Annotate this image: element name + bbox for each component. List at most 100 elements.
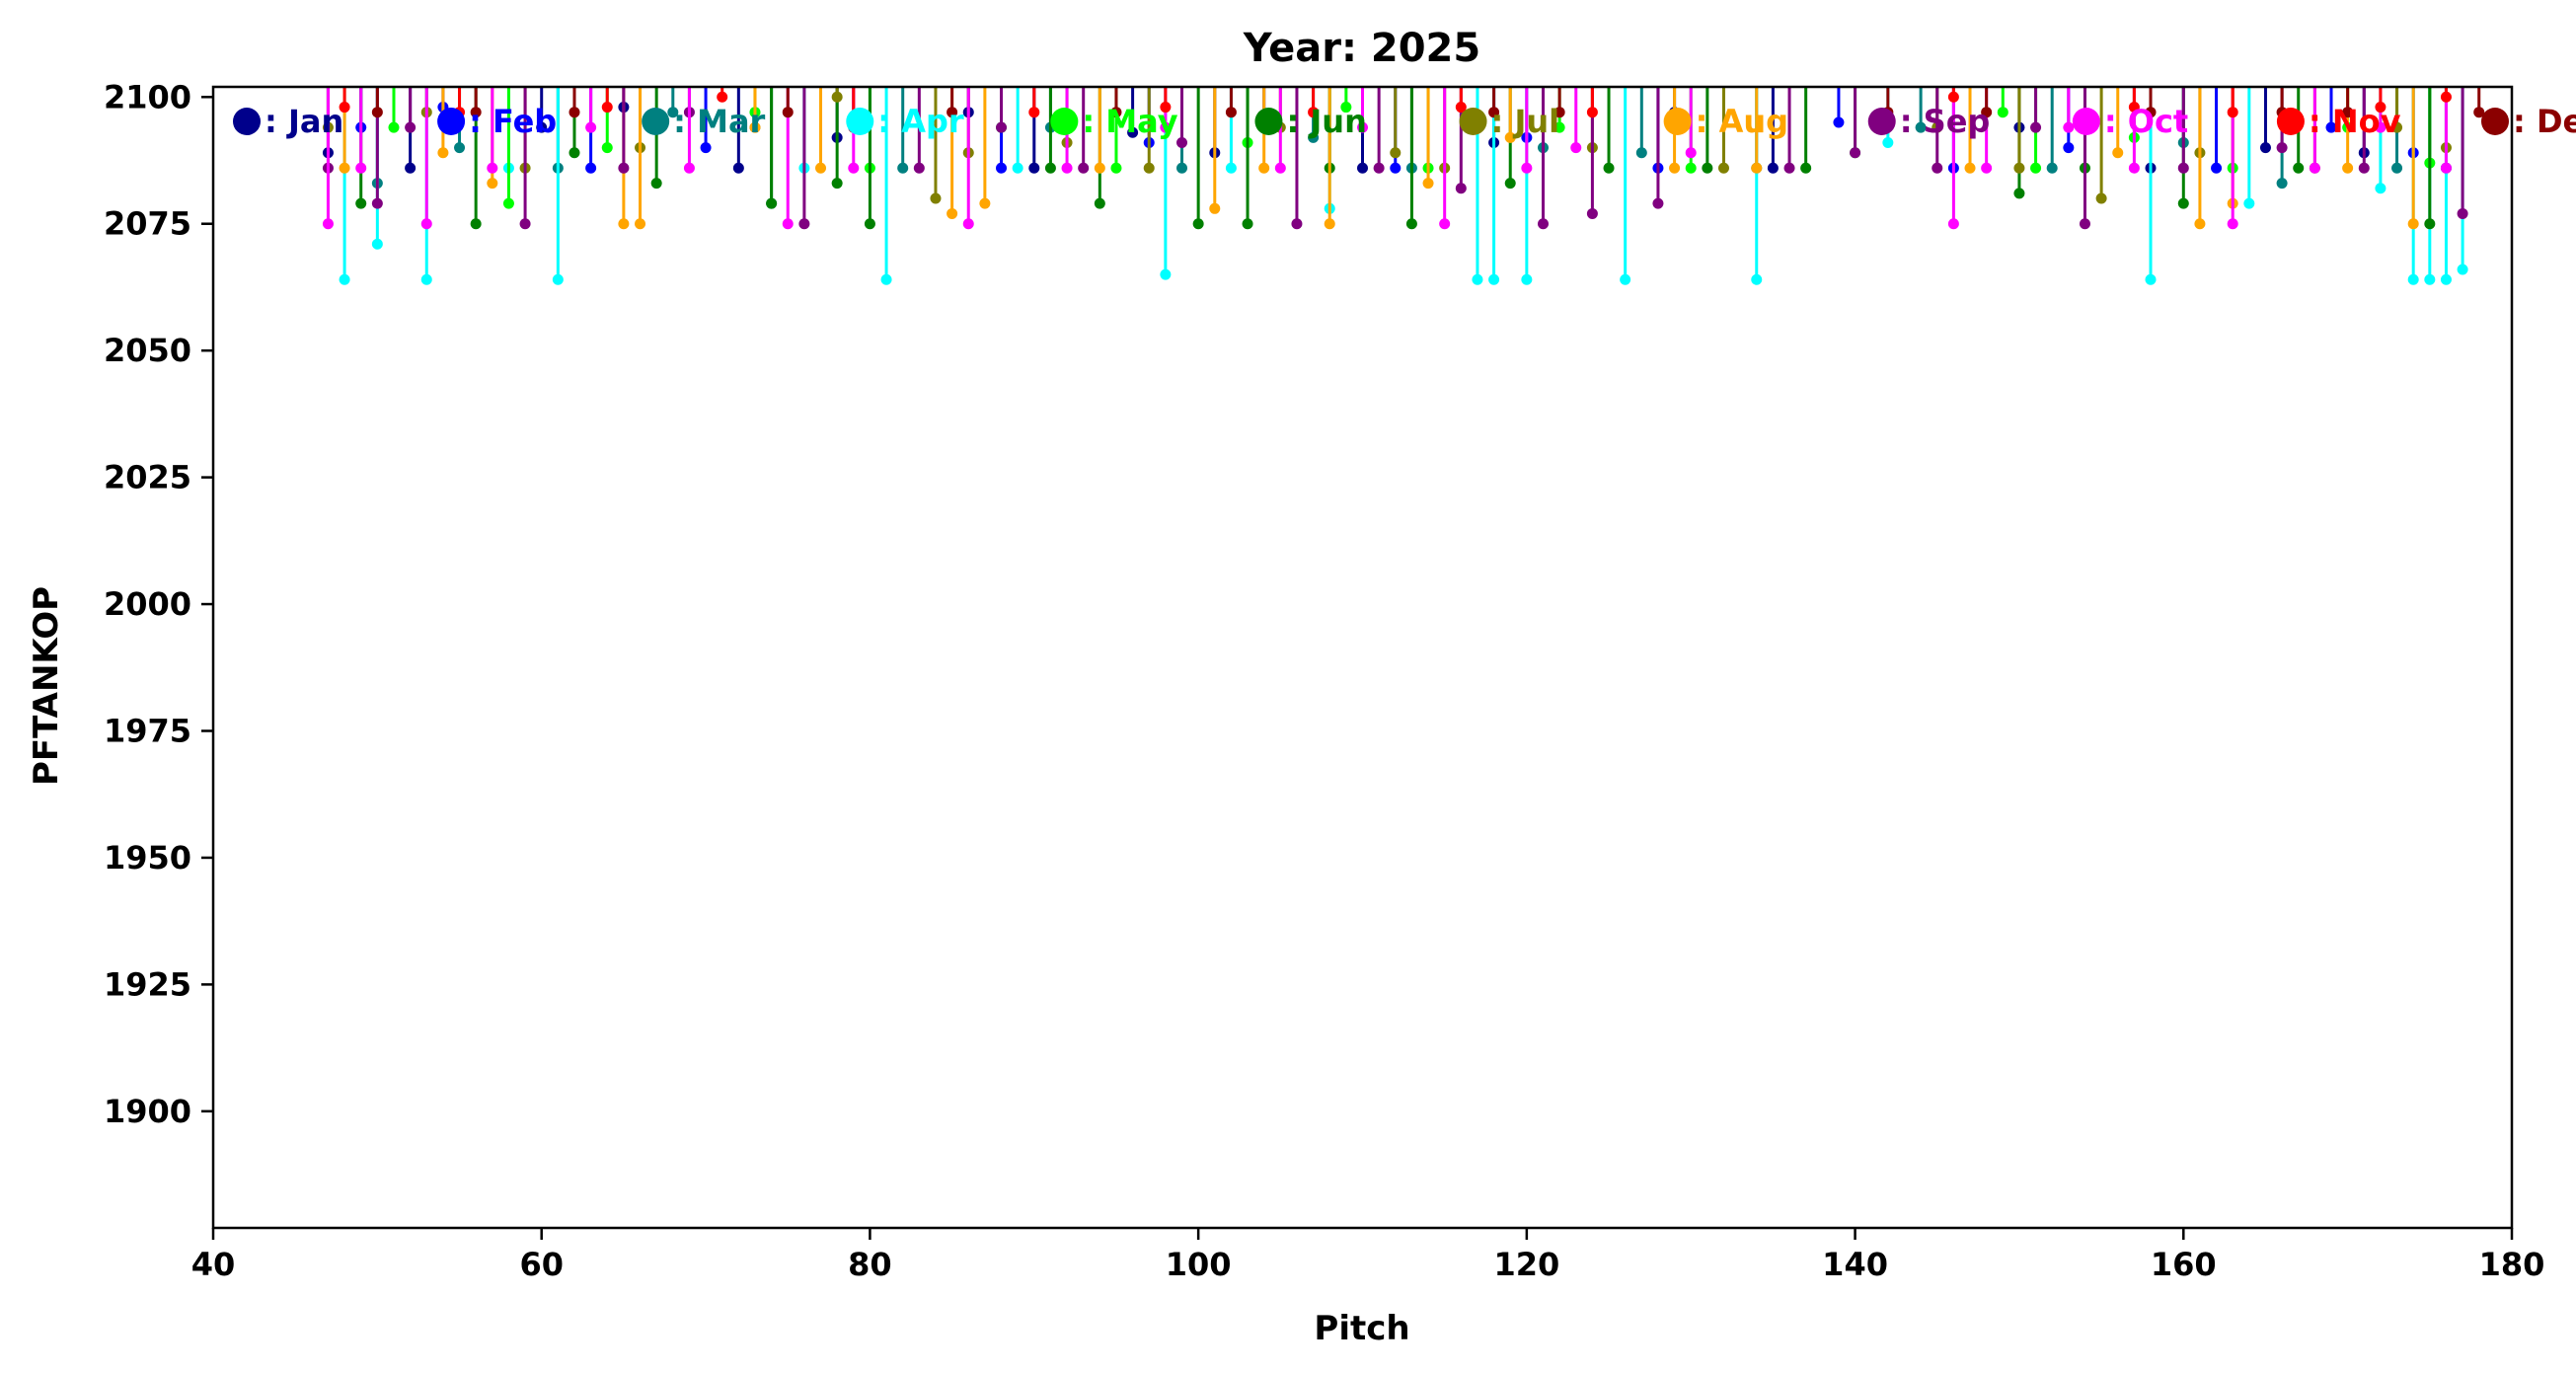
data-point <box>371 107 383 118</box>
data-point <box>618 218 630 230</box>
y-tick-label: 1950 <box>104 839 191 877</box>
data-point <box>1127 126 1139 138</box>
data-point <box>1800 162 1812 174</box>
data-point <box>1405 218 1417 230</box>
data-point <box>947 207 958 219</box>
data-point <box>1521 273 1533 285</box>
data-point <box>717 91 728 103</box>
data-point <box>1488 107 1500 118</box>
data-point <box>864 218 875 230</box>
data-point <box>2457 207 2468 219</box>
data-point <box>1160 102 1172 114</box>
legend-label: : Mar <box>673 103 765 140</box>
data-point <box>1078 162 1090 174</box>
data-point <box>1455 102 1467 114</box>
chart-title: Year: 2025 <box>1243 26 1480 71</box>
legend-marker <box>437 108 466 135</box>
data-point <box>454 142 466 154</box>
data-point <box>1160 121 1172 133</box>
data-point <box>1094 197 1105 209</box>
data-point <box>2095 192 2107 204</box>
data-point <box>1324 218 1335 230</box>
legend-label: : Jun <box>1286 103 1366 140</box>
data-point <box>2046 162 2058 174</box>
data-point <box>1685 147 1697 159</box>
data-point <box>2063 121 2075 133</box>
data-point <box>1044 162 1056 174</box>
data-point <box>1586 107 1598 118</box>
legend-label: : Feb <box>469 103 557 140</box>
data-point <box>487 178 498 190</box>
data-point <box>339 102 350 114</box>
data-point <box>2440 273 2452 285</box>
plot-area <box>322 87 2485 285</box>
data-point <box>2375 102 2387 114</box>
data-point <box>1652 197 1664 209</box>
data-point <box>1242 218 1253 230</box>
data-point <box>667 107 679 118</box>
data-point <box>1061 162 1073 174</box>
data-point <box>1915 121 1927 133</box>
data-point <box>2013 162 2025 174</box>
y-tick-label: 2050 <box>104 332 191 369</box>
data-point <box>339 273 350 285</box>
data-point <box>2375 121 2387 133</box>
data-point <box>1997 107 2008 118</box>
data-point <box>1274 162 1286 174</box>
data-point <box>1012 162 1023 174</box>
legend-label: : Dec <box>2513 103 2576 140</box>
data-point <box>1570 142 1582 154</box>
data-point <box>1620 273 1631 285</box>
data-point <box>1685 162 1697 174</box>
data-point <box>1932 162 1943 174</box>
x-tick-label: 80 <box>848 1246 892 1283</box>
x-tick-label: 100 <box>1166 1246 1232 1283</box>
data-point <box>405 121 417 133</box>
data-point <box>831 178 843 190</box>
data-point <box>1455 183 1467 194</box>
data-point <box>996 162 1008 174</box>
data-point <box>1635 147 1647 159</box>
data-point <box>1094 162 1105 174</box>
data-point <box>2243 197 2255 209</box>
data-point <box>568 147 580 159</box>
data-point <box>1717 162 1729 174</box>
data-point <box>2325 121 2337 133</box>
legend-marker <box>1663 108 1692 135</box>
data-point <box>1964 162 1976 174</box>
data-point <box>568 107 580 118</box>
data-point <box>2227 107 2238 118</box>
data-point <box>437 147 449 159</box>
data-point <box>355 162 367 174</box>
data-point <box>502 197 514 209</box>
x-tick-label: 160 <box>2151 1246 2217 1283</box>
data-point <box>355 197 367 209</box>
x-tick-label: 120 <box>1493 1246 1559 1283</box>
data-point <box>1028 162 1040 174</box>
data-point <box>2342 162 2354 174</box>
data-point <box>1850 147 1861 159</box>
data-point <box>2030 121 2042 133</box>
data-point <box>2227 218 2238 230</box>
data-point <box>1209 202 1221 214</box>
data-point <box>815 162 827 174</box>
data-point <box>536 121 548 133</box>
data-point <box>585 121 597 133</box>
data-point <box>1553 107 1565 118</box>
data-point <box>2112 147 2124 159</box>
data-point <box>1472 273 1483 285</box>
legend: : Jan: Feb: Mar: Apr: May: Jun: Jul: Aug… <box>233 103 2576 140</box>
series-12 <box>371 87 2485 118</box>
x-axis-label: Pitch <box>1314 1309 1409 1348</box>
legend-marker <box>846 108 874 135</box>
legend-marker <box>1867 108 1896 135</box>
data-point <box>1291 218 1303 230</box>
data-point <box>1225 162 1237 174</box>
data-point <box>2407 218 2419 230</box>
data-point <box>1947 91 1959 103</box>
data-point <box>2276 142 2288 154</box>
data-point <box>1373 162 1385 174</box>
data-point <box>1176 137 1188 149</box>
data-point <box>1488 273 1500 285</box>
data-point <box>1521 162 1533 174</box>
